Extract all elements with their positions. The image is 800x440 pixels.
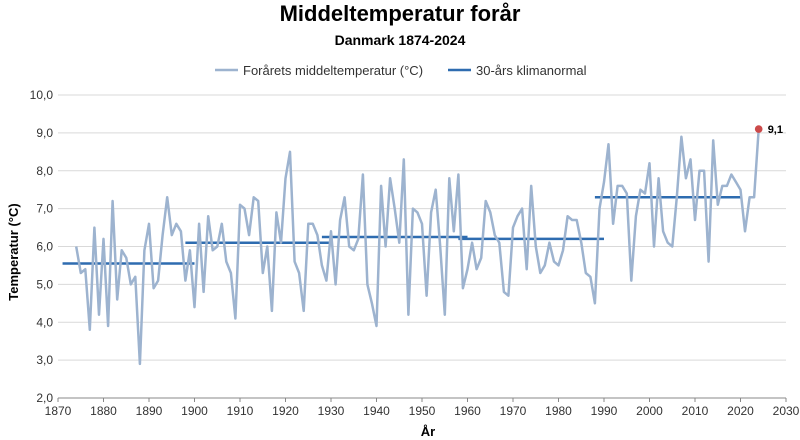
legend-normal-label: 30-års klimanormal (476, 63, 587, 78)
x-axis-label: År (421, 424, 435, 439)
y-tick-label: 6,0 (36, 240, 53, 254)
x-tick-label: 1980 (545, 404, 572, 418)
x-tick-label: 1990 (591, 404, 618, 418)
y-axis-label: Temperatur (°C) (6, 203, 21, 300)
y-tick-label: 4,0 (36, 315, 53, 329)
x-tick-label: 1970 (500, 404, 527, 418)
y-tick-label: 7,0 (36, 202, 53, 216)
x-tick-label: 1910 (227, 404, 254, 418)
y-tick-label: 5,0 (36, 277, 53, 291)
x-tick-label: 2020 (727, 404, 754, 418)
x-tick-label: 1920 (272, 404, 299, 418)
y-tick-label: 3,0 (36, 353, 53, 367)
x-tick-label: 1890 (136, 404, 163, 418)
x-tick-label: 1940 (363, 404, 390, 418)
x-tick-label: 1930 (318, 404, 345, 418)
chart-title: Middeltemperatur forår (280, 1, 521, 26)
latest-point-label: 9,1 (768, 124, 783, 136)
x-tick-label: 1900 (181, 404, 208, 418)
y-axis-ticks: 2,0 3,0 4,0 5,0 6,0 7,0 8,0 9,0 10,0 (30, 88, 54, 405)
y-tick-label: 10,0 (30, 88, 54, 102)
y-tick-label: 8,0 (36, 164, 53, 178)
x-tick-label: 1950 (409, 404, 436, 418)
latest-point-group: 9,1 (754, 124, 783, 136)
x-tick-label: 2000 (636, 404, 663, 418)
legend: Forårets middeltemperatur (°C) 30-års kl… (215, 63, 587, 78)
x-tick-label: 1960 (454, 404, 481, 418)
y-tick-label: 2,0 (36, 391, 53, 405)
gridlines (58, 94, 786, 399)
x-tick-label: 2030 (773, 404, 800, 418)
spring-temperature-line (74, 129, 760, 366)
x-tick-label: 2010 (682, 404, 709, 418)
x-axis-ticks: 1870 1880 1890 1900 1910 1920 1930 1940 1950 1960… (45, 398, 800, 418)
chart-subtitle: Danmark 1874-2024 (335, 32, 466, 48)
x-tick-label: 1870 (45, 404, 72, 418)
legend-series-label: Forårets middeltemperatur (°C) (243, 63, 423, 78)
x-tick-label: 1880 (90, 404, 117, 418)
latest-point-marker (754, 125, 763, 133)
y-tick-label: 9,0 (36, 126, 53, 140)
